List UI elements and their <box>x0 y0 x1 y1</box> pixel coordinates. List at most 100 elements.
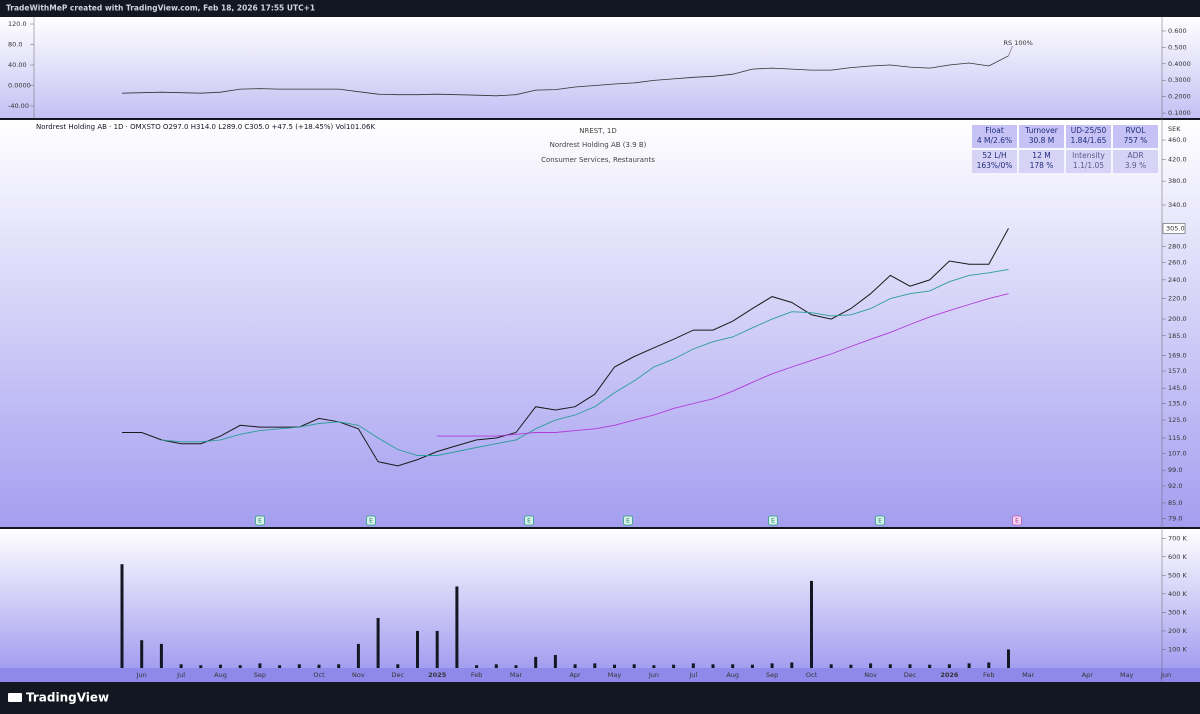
x-tick-label: Dec <box>904 671 917 679</box>
price-line <box>122 228 1009 467</box>
y-tick-label: 99.0 <box>1168 466 1182 474</box>
volume-bar <box>869 663 873 668</box>
price-line <box>437 293 1009 437</box>
x-tick-label: Apr <box>569 671 581 679</box>
y2-tick-label: 0.4000 <box>1168 60 1191 68</box>
event-label: E <box>369 517 373 524</box>
event-label: E <box>626 517 630 524</box>
x-tick-label: Mar <box>1022 671 1035 679</box>
volume-bar <box>829 664 833 668</box>
x-tick-label: 2025 <box>428 671 447 679</box>
volume-bar <box>711 664 715 668</box>
y-tick-label: 145.0 <box>1168 384 1187 392</box>
x-tick-label: Feb <box>983 671 995 679</box>
table-cell <box>1113 150 1158 173</box>
volume-bar <box>750 664 754 668</box>
y-tick-label: 120.0 <box>8 20 27 28</box>
event-label: E <box>1015 517 1019 524</box>
x-tick-label: Oct <box>806 671 818 679</box>
cell-text: 52 L/H <box>982 151 1006 160</box>
x-tick-label: Jun <box>1160 671 1171 679</box>
cell-text: 163%/0% <box>977 161 1013 170</box>
brand: TradingView <box>26 691 109 705</box>
y-tick-label: 300 K <box>1168 608 1187 616</box>
cell-text: 757 % <box>1124 136 1148 145</box>
y-tick-label: 200.0 <box>1168 315 1187 323</box>
volume-bar <box>297 664 301 668</box>
volume-bar <box>435 630 439 668</box>
volume-bar <box>613 664 616 668</box>
y2-tick-label: 0.500 <box>1168 43 1187 51</box>
volume-bar <box>691 663 695 668</box>
x-tick-label: Aug <box>214 671 227 679</box>
volume-bar <box>672 664 676 668</box>
top-bar <box>0 0 1200 17</box>
y-tick-label: 200 K <box>1168 627 1187 635</box>
volume-bar <box>258 663 262 668</box>
y-tick-label: 400 K <box>1168 590 1187 598</box>
volume-bar <box>553 655 557 668</box>
x-tick-label: 2026 <box>940 671 959 679</box>
volume-bar <box>770 663 774 668</box>
y-tick-label: 157.0 <box>1168 367 1187 375</box>
volume-bar <box>908 664 912 668</box>
table-cell <box>972 150 1017 173</box>
sector: Consumer Services, Restaurants <box>541 156 655 164</box>
cell-text: 12 M <box>1032 151 1050 160</box>
volume-bar <box>376 617 380 668</box>
y-tick-label: 220.0 <box>1168 295 1187 303</box>
event-marker <box>875 515 885 526</box>
table-cell <box>1113 125 1158 148</box>
table-cell <box>1019 150 1064 173</box>
volume-bar <box>120 564 124 668</box>
volume-bar <box>573 664 577 668</box>
table-cell <box>1019 125 1064 148</box>
cell-text: 178 % <box>1030 161 1054 170</box>
event-marker <box>623 515 633 526</box>
currency: SEK <box>1168 125 1181 133</box>
y2-tick-label: 0.3000 <box>1168 76 1191 84</box>
cell-text: Turnover <box>1024 126 1059 135</box>
volume-bar <box>928 664 932 668</box>
y-tick-label: 107.0 <box>1168 449 1187 457</box>
x-tick-label: Jun <box>136 671 147 679</box>
volume-bar <box>278 665 282 668</box>
volume-bar <box>199 665 203 668</box>
cell-text: 1.84/1.65 <box>1071 136 1107 145</box>
x-tick-label: Jul <box>176 671 185 679</box>
x-tick-label: May <box>608 671 622 679</box>
event-marker <box>524 515 534 526</box>
table-cell <box>1066 150 1111 173</box>
volume-bar <box>514 665 518 668</box>
footer <box>0 682 1200 714</box>
volume-bar <box>396 664 400 668</box>
x-tick-label: Sep <box>254 671 266 679</box>
volume-bar <box>593 663 597 668</box>
event-marker <box>366 515 376 526</box>
rs-panel <box>0 17 1200 118</box>
annotation: RS 100% <box>1004 39 1033 47</box>
volume-bar <box>238 665 242 668</box>
volume-bar <box>652 665 656 668</box>
y-tick-label: 92.0 <box>1168 482 1182 490</box>
event-marker <box>255 515 265 526</box>
company: Nordrest Holding AB (3.9 B) <box>550 141 647 149</box>
y-tick-label: 0.0000 <box>8 82 31 90</box>
last-price-label: 305.0 <box>1166 224 1185 232</box>
cell-text: RVOL <box>1126 126 1147 135</box>
y-tick-label: 85.0 <box>1168 499 1182 507</box>
x-tick-label: Feb <box>471 671 483 679</box>
event-label: E <box>771 517 775 524</box>
x-tick-label: Sep <box>766 671 778 679</box>
y2-tick-label: 0.600 <box>1168 27 1187 35</box>
volume-bar <box>849 664 853 668</box>
symbol: NREST, 1D <box>579 127 617 135</box>
y-tick-label: 115.0 <box>1168 434 1187 442</box>
y-tick-label: 240.0 <box>1168 276 1187 284</box>
volume-bar <box>810 580 813 668</box>
volume-bar <box>337 664 341 668</box>
price-line <box>161 268 1009 456</box>
x-tick-label: Oct <box>313 671 325 679</box>
